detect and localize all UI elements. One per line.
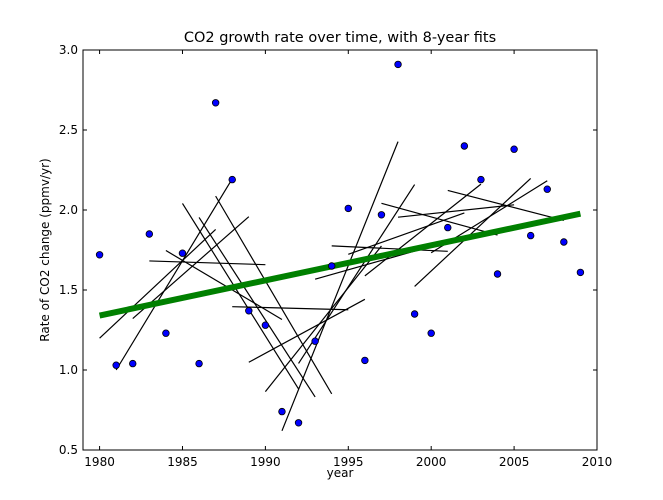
data-point-2008 [560, 238, 568, 246]
fit-line-1985 [181, 203, 300, 390]
x-axis-label: year [327, 466, 354, 480]
x-tick-label: 2000 [416, 455, 447, 469]
fit-line-1981 [115, 178, 233, 371]
fit-line-1998 [397, 204, 515, 218]
x-tick-label: 1985 [167, 455, 198, 469]
chart-title: CO2 growth rate over time, with 8-year f… [184, 30, 496, 46]
data-point-1982 [129, 359, 137, 368]
data-point-1988 [228, 175, 236, 184]
points-layer [95, 60, 585, 427]
fit-line-1984 [165, 250, 283, 320]
fit-line-2001 [447, 189, 564, 221]
fit-line-1995 [348, 212, 465, 255]
fit-line-1980 [99, 229, 217, 339]
x-tick-label: 1990 [250, 455, 281, 469]
data-point-2007 [543, 185, 551, 193]
fit-line-1996 [364, 183, 482, 277]
data-point-1985 [178, 249, 187, 257]
data-point-2009 [576, 268, 585, 277]
ticks-layer: 1980 1985 1990 1995 2000 2005 2010 0.5 1.0 1.5 2.0… [59, 43, 612, 469]
data-point-2002 [460, 142, 469, 150]
fit-line-1987 [215, 195, 333, 395]
data-point-1981 [112, 361, 120, 369]
y-tick-label: 1.0 [59, 363, 78, 377]
data-point-1980 [95, 251, 104, 259]
data-point-2004 [493, 270, 502, 278]
data-point-1989 [245, 307, 253, 315]
data-point-2000 [427, 329, 435, 337]
data-point-2003 [477, 175, 485, 184]
x-tick-label: 1995 [333, 455, 364, 469]
fit-line-1997 [381, 202, 498, 236]
fit-line-1991 [281, 141, 399, 432]
data-point-1995 [344, 204, 352, 213]
data-point-1998 [394, 60, 402, 69]
data-point-1990 [261, 321, 270, 329]
data-point-1993 [311, 337, 319, 345]
y-tick-label: 1.5 [59, 283, 78, 297]
data-point-1997 [377, 211, 386, 219]
data-point-1984 [162, 329, 170, 337]
data-point-2001 [444, 223, 452, 232]
y-axis-label: Rate of CO2 change (ppmv/yr) [38, 158, 52, 341]
x-tick-label: 2010 [582, 455, 613, 469]
y-tick-label: 2.5 [59, 123, 78, 137]
fit-line-1992 [298, 184, 416, 364]
fit-line-1999 [414, 177, 532, 287]
fit-line-1988 [232, 306, 349, 311]
data-point-2005 [510, 145, 518, 153]
fit-line-1983 [149, 260, 266, 266]
plot-frame [82, 49, 598, 451]
overall-fit-layer [98, 210, 582, 319]
data-point-1992 [294, 419, 303, 427]
fit-line-1990 [264, 245, 382, 392]
data-point-1999 [410, 310, 419, 318]
overall-fit-line [98, 210, 582, 319]
x-tick-label: 1980 [84, 455, 115, 469]
data-point-1987 [211, 99, 220, 107]
data-point-1994 [328, 262, 336, 270]
data-point-1991 [278, 407, 286, 416]
x-tick-label: 2005 [499, 455, 530, 469]
data-point-2006 [526, 231, 535, 240]
y-tick-label: 2.0 [59, 203, 78, 217]
data-point-1986 [195, 359, 203, 368]
fit-line-1989 [248, 298, 366, 363]
fits-layer [99, 141, 564, 432]
data-point-1983 [145, 230, 154, 238]
y-tick-label: 0.5 [59, 443, 78, 457]
data-point-1996 [361, 356, 369, 365]
fit-line-1994 [331, 245, 448, 252]
y-tick-label: 3.0 [59, 43, 78, 57]
